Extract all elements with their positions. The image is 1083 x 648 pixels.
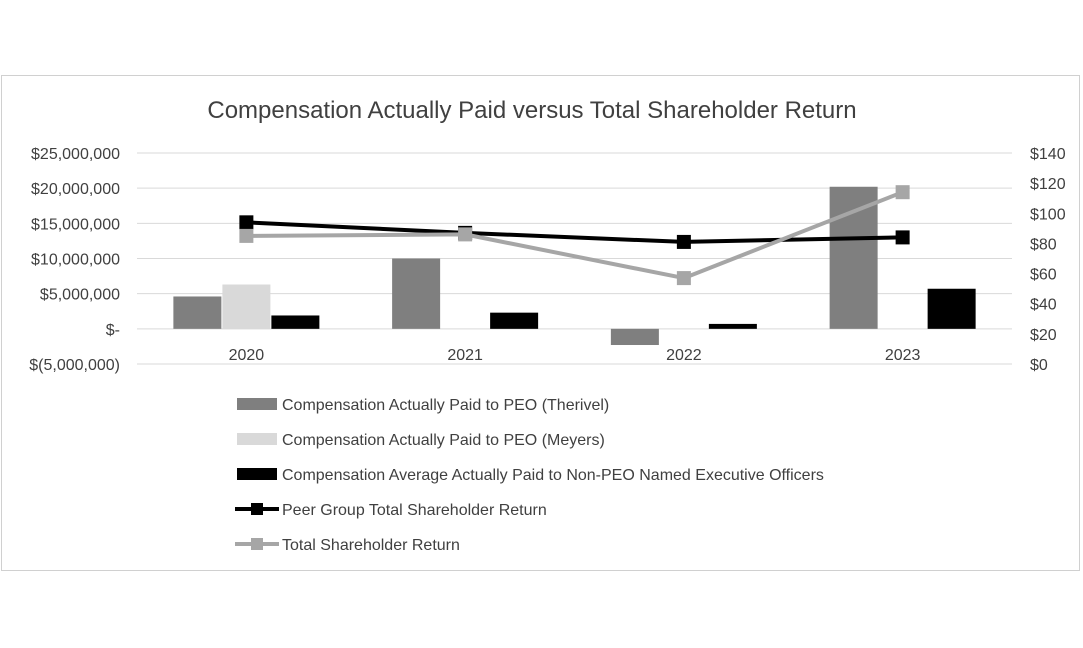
bar bbox=[610, 328, 659, 346]
line-marker bbox=[895, 185, 910, 200]
legend-label: Compensation Average Actually Paid to No… bbox=[282, 467, 824, 484]
legend-marker bbox=[251, 538, 263, 550]
x-tick-label: 2022 bbox=[666, 347, 702, 364]
bar-layer bbox=[173, 186, 976, 346]
axes: $(5,000,000) $- $5,000,000 $10,000,000 $15,0… bbox=[29, 146, 1065, 374]
right-tick-label: $120 bbox=[1030, 176, 1066, 193]
legend-label: Compensation Actually Paid to PEO (Theri… bbox=[282, 397, 609, 414]
legend: Compensation Actually Paid to PEO (Theri… bbox=[235, 397, 824, 554]
legend-label: Compensation Actually Paid to PEO (Meyer… bbox=[282, 432, 605, 449]
left-tick-label: $10,000,000 bbox=[31, 252, 120, 269]
legend-swatch bbox=[237, 398, 277, 410]
right-tick-label: $40 bbox=[1030, 297, 1057, 314]
bar bbox=[271, 315, 320, 329]
x-tick-label: 2021 bbox=[447, 347, 483, 364]
left-tick-label: $5,000,000 bbox=[40, 287, 120, 304]
left-tick-label: $- bbox=[106, 322, 120, 339]
right-tick-label: $100 bbox=[1030, 206, 1066, 223]
bar bbox=[222, 284, 271, 329]
x-tick-label: 2020 bbox=[229, 347, 265, 364]
gridlines bbox=[137, 152, 1012, 365]
line-marker bbox=[239, 228, 254, 243]
right-tick-label: $0 bbox=[1030, 357, 1048, 374]
legend-label: Peer Group Total Shareholder Return bbox=[282, 502, 547, 519]
line-marker bbox=[676, 234, 691, 249]
series-line bbox=[246, 190, 904, 281]
bar bbox=[927, 288, 976, 329]
right-tick-label: $60 bbox=[1030, 267, 1057, 284]
right-tick-label: $80 bbox=[1030, 236, 1057, 253]
series-line bbox=[246, 220, 903, 244]
left-tick-label: $25,000,000 bbox=[31, 146, 120, 163]
bar bbox=[708, 323, 757, 329]
chart-title: Compensation Actually Paid versus Total … bbox=[207, 97, 856, 124]
line-marker bbox=[895, 230, 910, 245]
line-marker bbox=[458, 227, 473, 242]
legend-swatch bbox=[237, 433, 277, 445]
line-marker bbox=[676, 271, 691, 286]
bar bbox=[490, 312, 539, 329]
left-tick-label: $20,000,000 bbox=[31, 181, 120, 198]
left-tick-label: $(5,000,000) bbox=[29, 357, 120, 374]
bar bbox=[173, 296, 222, 329]
left-tick-label: $15,000,000 bbox=[31, 216, 120, 233]
x-tick-label: 2023 bbox=[885, 347, 921, 364]
right-tick-label: $20 bbox=[1030, 327, 1057, 344]
bar bbox=[392, 258, 441, 329]
line-layer bbox=[239, 185, 910, 286]
legend-label: Total Shareholder Return bbox=[282, 537, 460, 554]
legend-swatch bbox=[237, 468, 277, 480]
chart-frame: Compensation Actually Paid versus Total … bbox=[1, 75, 1080, 571]
bar bbox=[829, 186, 878, 329]
legend-marker bbox=[251, 503, 263, 515]
right-tick-label: $140 bbox=[1030, 146, 1066, 163]
chart-svg: Compensation Actually Paid versus Total … bbox=[29, 97, 1065, 554]
line-marker bbox=[239, 215, 254, 230]
